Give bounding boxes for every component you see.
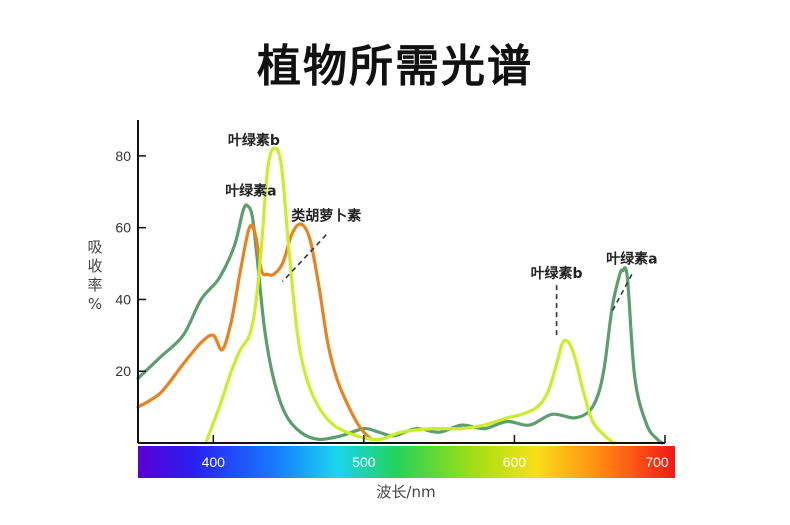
- annotation-label: 类胡萝卜素: [291, 207, 361, 224]
- series-line-2: [136, 222, 373, 441]
- spectrum-tick-label: 500: [352, 454, 376, 470]
- annotation-label: 叶绿素b: [531, 265, 583, 282]
- annotation-label: 叶绿素b: [228, 132, 280, 149]
- chart-title: 植物所需光谱: [257, 41, 533, 92]
- x-axis-label: 波长/nm: [376, 483, 435, 501]
- visible-spectrum-band: [138, 446, 675, 478]
- y-axis-label-char: 收: [87, 257, 102, 275]
- series-line-1: [136, 203, 664, 445]
- annotation-label: 叶绿素a: [606, 251, 657, 268]
- series-line-3: [204, 146, 616, 445]
- y-axis-label: 吸收率%: [87, 238, 102, 313]
- spectrum-tick-label: 600: [503, 454, 527, 470]
- annotation-leader-line: [610, 273, 633, 315]
- y-tick-label: 80: [115, 148, 131, 164]
- y-tick-label: 20: [115, 363, 131, 379]
- y-axis-label-char: %: [88, 295, 102, 313]
- y-axis-label-char: 率: [87, 276, 102, 294]
- annotation-leader-line: [281, 234, 327, 283]
- y-axis-label-char: 吸: [87, 238, 102, 256]
- annotation-label: 叶绿素a: [225, 182, 276, 199]
- y-tick-label: 60: [115, 220, 131, 236]
- y-tick-label: 40: [115, 291, 131, 307]
- spectrum-tick-label: 700: [645, 454, 669, 470]
- spectrum-tick-label: 400: [202, 454, 226, 470]
